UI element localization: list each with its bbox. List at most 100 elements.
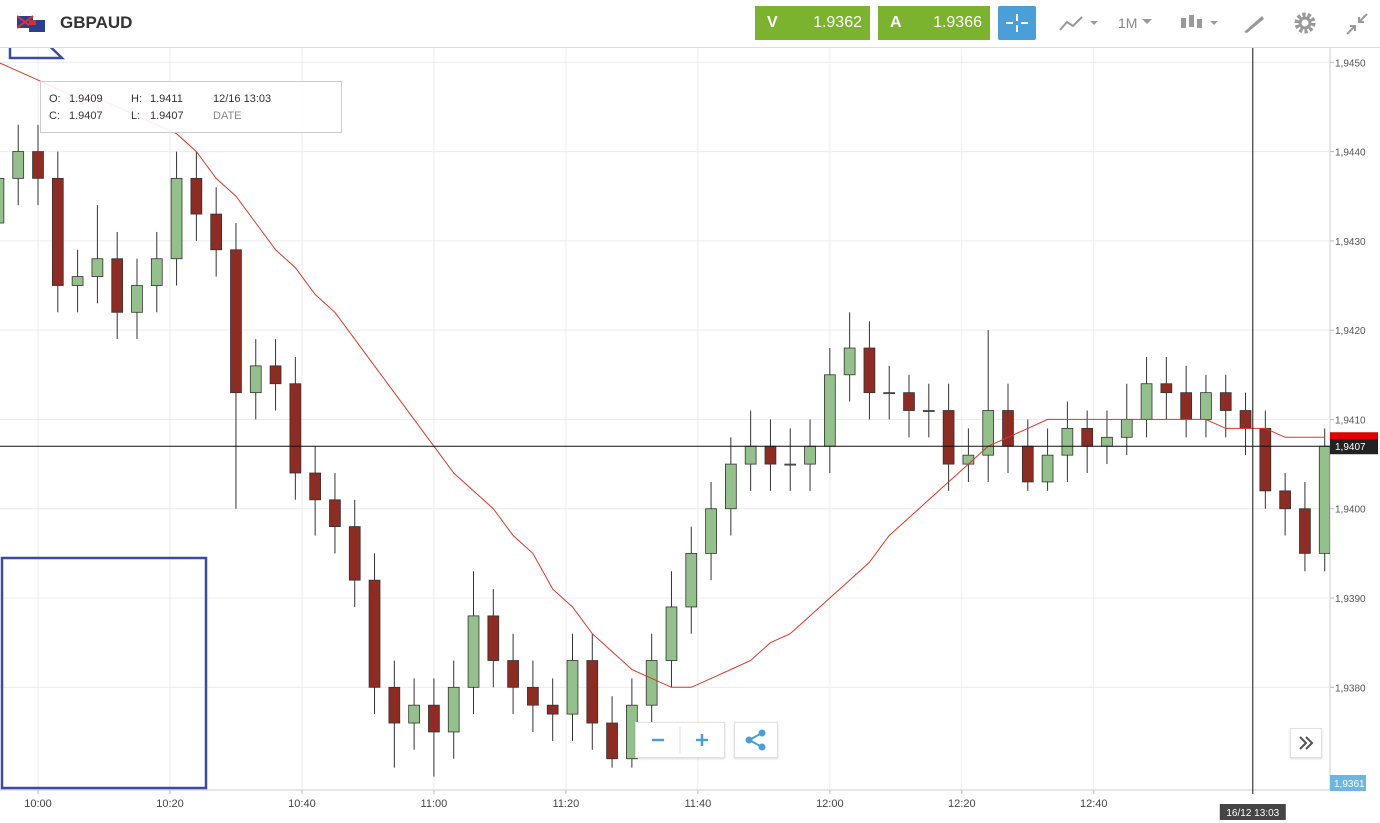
price-tag	[1330, 439, 1378, 455]
candle-body	[725, 463, 737, 510]
crosshair-button[interactable]	[998, 6, 1036, 40]
candle-body	[348, 526, 361, 581]
candle-body	[1140, 383, 1153, 420]
scroll-right-button[interactable]	[1290, 728, 1322, 758]
candle-body	[1299, 508, 1311, 554]
x-tick-label: 12:20	[948, 798, 976, 810]
candle-body	[467, 615, 480, 688]
close-label: C:	[49, 110, 60, 122]
timeframe-button[interactable]: 1M	[1118, 6, 1158, 40]
candle-body	[1180, 392, 1192, 420]
candle-body	[249, 365, 262, 394]
candle-body	[408, 704, 420, 724]
collapse-button[interactable]	[1342, 6, 1372, 40]
candle-body	[685, 552, 698, 608]
sell-price: 1.9362	[813, 14, 862, 31]
y-tick-label: 1,9390	[1335, 594, 1366, 605]
candle-body	[606, 722, 618, 760]
annotation-box	[0, 556, 208, 790]
draw-button[interactable]	[1238, 6, 1268, 40]
symbol: GBPAUD	[60, 13, 133, 32]
candle-body	[1101, 436, 1113, 447]
candle-body	[843, 347, 856, 376]
x-tick-label: 11:40	[685, 798, 712, 810]
chevrons-icon	[1299, 736, 1314, 750]
bid-tag-label: 1,9361	[1334, 779, 1365, 790]
x-tick-label: 12:40	[1080, 798, 1108, 810]
y-tick-label: 1,9400	[1335, 505, 1366, 516]
y-tick-label: 1,9430	[1335, 237, 1366, 248]
candle-body	[1002, 410, 1014, 447]
buy-price: 1.9366	[933, 14, 982, 31]
open-label: O:	[49, 93, 61, 105]
crosshair-icon	[1006, 14, 1028, 32]
timeframe: 1M	[1118, 15, 1138, 31]
bid-tag	[1330, 775, 1366, 791]
candle-body	[665, 606, 678, 661]
header: GBPAUD V 1.9362 A 1.9366 1M	[0, 0, 1380, 48]
open-value: 1.9409	[69, 93, 103, 105]
line-chart-icon	[1059, 16, 1098, 31]
zoom-icons[interactable]	[636, 723, 724, 757]
share-icon	[745, 729, 766, 751]
buy-label: A	[890, 14, 902, 31]
candle-body	[942, 410, 955, 465]
draw-icon	[1244, 16, 1264, 33]
candle-body	[170, 177, 183, 260]
candle-body	[804, 445, 816, 465]
candle-body	[705, 508, 717, 554]
candle-body	[1318, 445, 1330, 554]
candle-body	[962, 454, 975, 465]
candle-body	[883, 392, 896, 395]
price-tag-label: 1,9407	[1335, 442, 1366, 453]
dropdown-arrow	[1142, 19, 1152, 24]
candle-body	[823, 374, 836, 447]
y-tick-label: 1,9420	[1335, 326, 1366, 337]
share-button[interactable]	[734, 722, 778, 758]
x-tick-label: 10:20	[156, 798, 184, 810]
candle-body	[447, 686, 460, 733]
x-tick-label: 11:20	[553, 798, 580, 810]
candle-icon	[1181, 15, 1218, 28]
candle-body	[210, 213, 223, 251]
crosshair-tag-label: 16/12 13:03	[1226, 808, 1279, 819]
candle-body	[1120, 419, 1133, 438]
y-tick-label: 1,9440	[1335, 148, 1366, 159]
candle-body	[982, 410, 995, 456]
y-tick-label: 1,9380	[1335, 683, 1366, 694]
candle-body	[190, 177, 203, 215]
high-value: 1.9411	[150, 93, 183, 105]
chart-type-button[interactable]	[1052, 6, 1102, 40]
gear-icon	[1294, 12, 1316, 34]
candle-body	[428, 704, 440, 733]
candle-body	[111, 258, 124, 313]
candle-style-button[interactable]	[1176, 6, 1222, 40]
candle-body	[784, 463, 797, 466]
date-label: DATE	[213, 110, 242, 122]
candle-body	[131, 285, 143, 313]
sell-button[interactable]: V 1.9362	[755, 6, 870, 40]
high-label: H:	[131, 93, 142, 105]
x-tick-label: 11:00	[421, 798, 448, 810]
candle-body	[527, 686, 539, 706]
candle-body	[903, 392, 915, 411]
candle-body	[1219, 392, 1232, 411]
candle-body	[487, 615, 500, 661]
collapse-icon	[1346, 13, 1368, 35]
candle-body	[309, 472, 321, 501]
candle-body	[230, 249, 242, 394]
candle-body	[566, 660, 579, 715]
sell-label: V	[767, 14, 778, 31]
crosshair-tag	[1219, 804, 1286, 820]
settings-button[interactable]	[1290, 6, 1320, 40]
candle-body	[1041, 454, 1054, 483]
candle-body	[546, 704, 559, 715]
candle-body	[764, 445, 777, 465]
moving-average-line	[0, 62, 1325, 688]
ohlc-box: O: 1.9409 H: 1.9411 12/16 13:03 C: 1.940…	[40, 81, 342, 133]
buy-button[interactable]: A 1.9366	[878, 6, 990, 40]
candle-body	[1061, 427, 1074, 456]
candle-body	[1021, 445, 1034, 483]
candle-body	[150, 258, 163, 286]
